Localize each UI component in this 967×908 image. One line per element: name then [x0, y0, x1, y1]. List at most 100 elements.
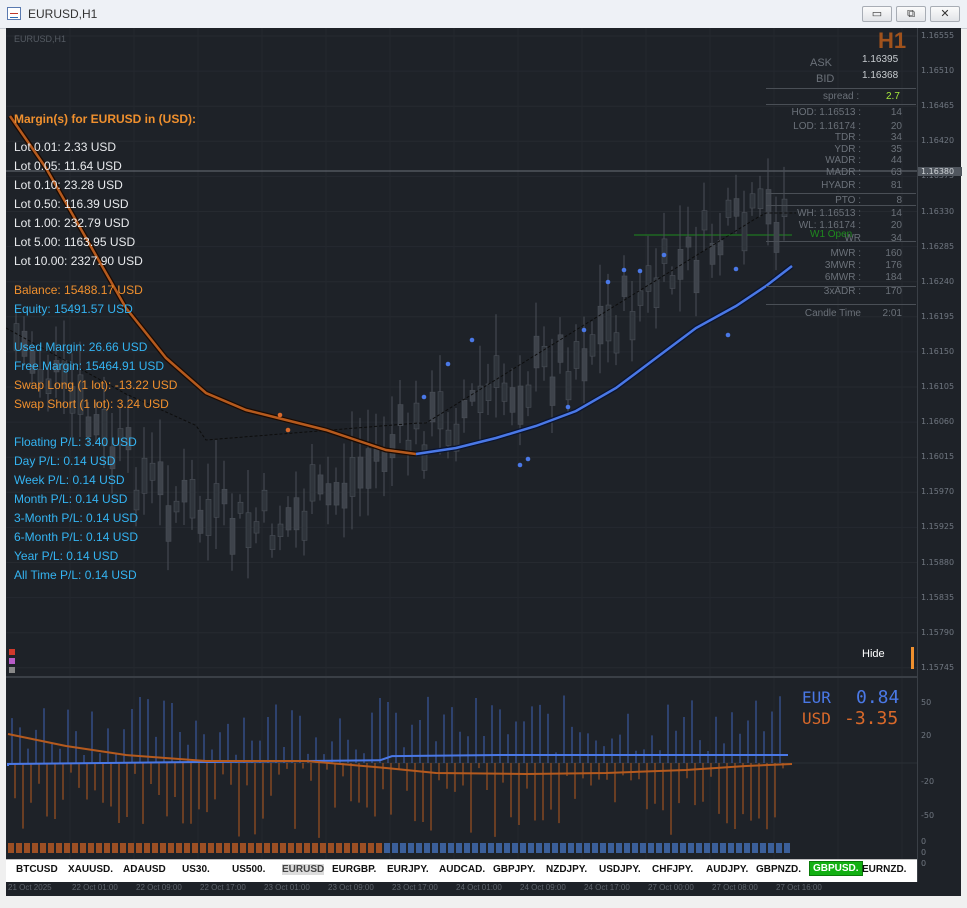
- candle-body: [53, 360, 60, 373]
- candle-body: [565, 371, 572, 401]
- trend-strip-cell: [512, 843, 518, 853]
- close-button[interactable]: ✕: [930, 6, 960, 22]
- symbol-tab-chfjpy[interactable]: CHFJPY.: [652, 864, 694, 875]
- symbol-tab-usdjpy[interactable]: USDJPY.: [599, 864, 641, 875]
- trend-strip-cell: [392, 843, 398, 853]
- trend-strip-cell: [424, 843, 430, 853]
- symbol-tab-audcad[interactable]: AUDCAD.: [439, 864, 486, 875]
- candle-body: [213, 483, 220, 518]
- symbol-tab-xauusd[interactable]: XAUUSD.: [68, 864, 114, 875]
- candle-body: [85, 416, 92, 438]
- trend-strip-cell: [200, 843, 206, 853]
- price-tick-label: 1.15745: [921, 662, 955, 672]
- signal-dot: [565, 404, 571, 410]
- pl-line: 6-Month P/L: 0.14 USD: [14, 530, 139, 544]
- time-tick-label: 23 Oct 09:00: [328, 883, 374, 892]
- candle-body: [781, 198, 788, 217]
- trend-strip-cell: [176, 843, 182, 853]
- candle-body: [613, 332, 620, 354]
- candle-body: [549, 376, 556, 406]
- symbol-tab-us30[interactable]: US30.: [182, 864, 210, 875]
- time-tick-label: 23 Oct 01:00: [264, 883, 310, 892]
- trend-strip-cell: [296, 843, 302, 853]
- current-price-tag: 1.16380: [918, 167, 962, 176]
- time-tick-label: 27 Oct 00:00: [648, 883, 694, 892]
- candle-body: [141, 457, 148, 494]
- candle-body: [621, 275, 628, 297]
- chart-app-icon: [7, 7, 21, 20]
- symbol-tab-nzdjpy[interactable]: NZDJPY.: [546, 864, 588, 875]
- symbol-tab-gbpusd[interactable]: GBPUSD.: [809, 861, 863, 876]
- stat-value: 20: [890, 220, 902, 231]
- stats-divider: [766, 205, 916, 206]
- candle-body: [469, 390, 476, 402]
- equity-text: Equity: 15491.57 USD: [14, 302, 133, 316]
- candle-body: [501, 382, 508, 402]
- hide-indicator-bar: [911, 647, 914, 669]
- candle-body: [157, 461, 164, 496]
- trend-strip-cell: [496, 843, 502, 853]
- candle-body: [573, 341, 580, 369]
- signal-dot: [725, 332, 731, 338]
- symbol-tab-eurnzd[interactable]: EURNZD.: [862, 864, 907, 875]
- symbol-tab-gbpjpy[interactable]: GBPJPY.: [493, 864, 536, 875]
- signal-dot: [525, 456, 531, 462]
- symbol-tab-gbpnzd[interactable]: GBPNZD.: [756, 864, 801, 875]
- trend-strip-cell: [320, 843, 326, 853]
- trend-strip-cell: [136, 843, 142, 853]
- candle-body: [741, 212, 748, 252]
- oscillator-tick-label: 20: [921, 731, 932, 740]
- window-title-bar: EURUSD,H1 ▭ ⧉ ✕: [0, 0, 967, 29]
- restore-button[interactable]: ⧉: [896, 6, 926, 22]
- stat-label: 3MWR :: [824, 260, 861, 271]
- candle-body: [317, 474, 324, 495]
- candle-body: [293, 497, 300, 531]
- symbol-tab-adausd[interactable]: ADAUSD: [123, 864, 166, 875]
- indicator-panel-separator[interactable]: [6, 676, 917, 678]
- symbol-tabs-bar: BTCUSD XAUUSD. ADAUSD US30. US500. EURUSD EURG…: [6, 859, 917, 882]
- symbol-tab-eurgbp[interactable]: EURGBP.: [332, 864, 377, 875]
- swap-short-text: Swap Short (1 lot): 3.24 USD: [14, 397, 169, 411]
- candle-body: [509, 387, 516, 413]
- trend-strip-cell: [368, 843, 374, 853]
- trend-strip-cell: [104, 843, 110, 853]
- lot-line: Lot 0.50: 116.39 USD: [14, 197, 129, 211]
- stats-divider: [766, 193, 916, 194]
- candle-body: [221, 488, 228, 505]
- price-chart[interactable]: EURUSD,H1 H1 Margin(s) for EURUSD in (US…: [6, 28, 917, 882]
- symbol-tab-btcusd[interactable]: BTCUSD: [16, 864, 58, 875]
- minimize-button[interactable]: ▭: [862, 6, 892, 22]
- trend-strip-cell: [8, 843, 14, 853]
- symbol-tab-eurusd[interactable]: EURUSD: [282, 864, 325, 875]
- trend-strip-cell: [192, 843, 198, 853]
- stat-label: YDR :: [834, 144, 861, 155]
- candle-body: [637, 290, 644, 306]
- bid-value: 1.16368: [862, 70, 899, 81]
- hide-button[interactable]: Hide: [862, 648, 885, 660]
- price-tick-label: 1.16285: [921, 241, 955, 251]
- stat-value: 176: [885, 260, 902, 271]
- symbol-tab-eurjpy[interactable]: EURJPY.: [387, 864, 429, 875]
- trend-strip-cell: [216, 843, 222, 853]
- candle-body: [429, 391, 436, 423]
- stat-value: 81: [890, 180, 902, 191]
- symbol-tab-us500[interactable]: US500.: [232, 864, 266, 875]
- symbol-tab-audjpy[interactable]: AUDJPY.: [706, 864, 749, 875]
- price-axis[interactable]: 1.165551.165101.164651.164201.163751.163…: [917, 28, 962, 882]
- stat-value: 34: [890, 132, 902, 143]
- trend-strip-cell: [744, 843, 750, 853]
- trend-strip-cell: [592, 843, 598, 853]
- signal-dot: [445, 361, 451, 367]
- trend-strip-cell: [72, 843, 78, 853]
- trend-strip-cell: [312, 843, 318, 853]
- trend-strip-cell: [480, 843, 486, 853]
- trend-strip-cell: [584, 843, 590, 853]
- candle-body: [269, 535, 276, 550]
- lot-line: Lot 0.10: 23.28 USD: [14, 178, 123, 192]
- trend-strip-cell: [640, 843, 646, 853]
- candle-body: [493, 355, 500, 388]
- candle-body: [413, 402, 420, 430]
- candle-body: [653, 277, 660, 309]
- stat-value: 44: [890, 155, 902, 166]
- trend-strip-cell: [784, 843, 790, 853]
